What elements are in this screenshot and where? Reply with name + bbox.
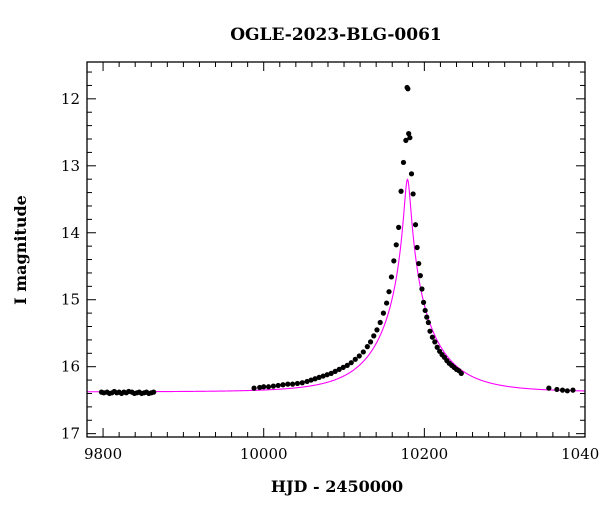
x-tick-label: 10000 — [240, 445, 288, 463]
data-point — [419, 286, 425, 292]
data-point — [261, 384, 267, 390]
data-point — [425, 319, 431, 326]
model-curve-layer — [87, 178, 585, 393]
data-point — [403, 137, 409, 143]
data-point — [384, 300, 390, 306]
data-point — [285, 381, 291, 387]
data-point — [434, 344, 440, 350]
x-axis-label: HJD - 2450000 — [271, 477, 403, 496]
data-point — [332, 368, 338, 374]
data-point — [275, 382, 281, 389]
data-point — [406, 131, 412, 137]
data-point — [364, 344, 370, 350]
data-point — [393, 242, 399, 248]
y-axis-label: I magnitude — [11, 195, 30, 305]
data-point — [570, 387, 576, 393]
data-point — [432, 339, 438, 345]
data-point — [344, 362, 350, 368]
data-point — [265, 384, 272, 390]
data-point — [391, 258, 397, 264]
data-point — [294, 380, 301, 387]
data-point — [417, 273, 423, 279]
data-point — [320, 373, 326, 379]
data-point — [396, 224, 402, 230]
y-tick-label: 14 — [61, 224, 80, 242]
plot-frame — [86, 61, 586, 438]
data-point — [398, 188, 404, 194]
x-tick-label: 10200 — [400, 445, 448, 463]
data-point — [308, 377, 314, 383]
x-tick-label: 9800 — [84, 445, 122, 463]
data-point — [340, 364, 346, 370]
data-point — [377, 319, 383, 326]
model-curve — [87, 178, 585, 393]
data-point — [414, 244, 420, 251]
data-point — [290, 381, 296, 387]
y-tick-label: 17 — [61, 425, 80, 443]
data-points-layer — [98, 84, 576, 397]
data-point — [427, 328, 433, 334]
data-point — [559, 387, 566, 393]
data-point — [348, 360, 354, 366]
data-point — [458, 370, 464, 376]
y-tick-label: 13 — [61, 157, 80, 175]
data-point — [400, 159, 407, 166]
data-point — [360, 349, 366, 355]
data-point — [554, 386, 560, 393]
data-point — [416, 260, 422, 267]
data-point — [564, 388, 570, 394]
data-point — [371, 333, 377, 339]
data-point — [388, 274, 395, 280]
y-tick-label: 12 — [61, 90, 80, 108]
data-point — [374, 327, 380, 333]
data-point — [386, 289, 392, 295]
data-point — [407, 135, 413, 141]
data-point — [151, 389, 157, 395]
data-point — [352, 356, 358, 362]
y-tick-label: 15 — [61, 291, 80, 309]
data-point — [546, 385, 552, 391]
data-point — [420, 299, 427, 305]
x-tick-label: 10400 — [561, 445, 600, 463]
data-point — [328, 370, 334, 376]
chart-title: OGLE-2023-BLG-0061 — [230, 25, 442, 45]
data-point — [257, 384, 263, 391]
data-point — [324, 372, 330, 378]
data-point — [280, 382, 286, 388]
data-point — [316, 374, 322, 380]
data-point — [251, 385, 257, 391]
data-point — [356, 353, 362, 359]
data-point — [312, 376, 318, 382]
data-point — [367, 339, 374, 345]
data-point — [270, 383, 276, 389]
data-point — [405, 86, 411, 92]
data-point — [410, 191, 416, 197]
data-point — [412, 222, 419, 228]
data-point — [424, 314, 430, 320]
data-point — [299, 380, 305, 386]
data-point — [429, 334, 435, 340]
data-point — [422, 307, 428, 314]
y-tick-label: 16 — [61, 358, 80, 376]
axis-ticks-layer: 9800 10000 10200 10400 12 13 14 15 16 17 — [61, 62, 600, 463]
data-point — [408, 171, 415, 177]
data-point — [336, 366, 342, 372]
data-point — [304, 378, 310, 385]
data-point — [380, 310, 386, 316]
